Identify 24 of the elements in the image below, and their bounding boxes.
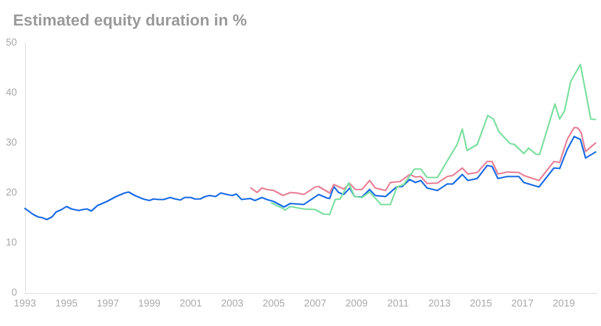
x-tick-label: 2009 xyxy=(345,298,368,310)
y-tick-label: 10 xyxy=(6,238,18,248)
x-tick-label: 2005 xyxy=(262,298,286,310)
chart-title: Estimated equity duration in % xyxy=(13,12,247,30)
y-tick-label: 40 xyxy=(6,88,18,98)
x-tick-label: 1999 xyxy=(138,298,161,310)
y-tick-label: 50 xyxy=(6,38,18,48)
x-tick-label: 1995 xyxy=(55,298,78,310)
x-tick-label: 2007 xyxy=(304,298,327,310)
x-tick-label: 2011 xyxy=(387,298,410,310)
line-series xyxy=(270,64,596,216)
x-tick-label: 1993 xyxy=(14,298,37,310)
x-tick-label: 2019 xyxy=(552,298,576,310)
x-tick-label: 2015 xyxy=(470,298,492,310)
y-tick-label: 0 xyxy=(11,288,18,298)
y-tick-label: 30 xyxy=(6,138,18,148)
x-tick-label: 2001 xyxy=(180,298,202,310)
x-tick-label: 2003 xyxy=(221,298,244,310)
x-tick-label: 1997 xyxy=(96,298,120,310)
line-series xyxy=(250,126,596,196)
y-tick-label: 20 xyxy=(6,188,18,198)
line-series xyxy=(24,136,596,220)
x-tick-label: 2013 xyxy=(428,298,452,310)
x-tick-label: 2017 xyxy=(511,298,534,310)
